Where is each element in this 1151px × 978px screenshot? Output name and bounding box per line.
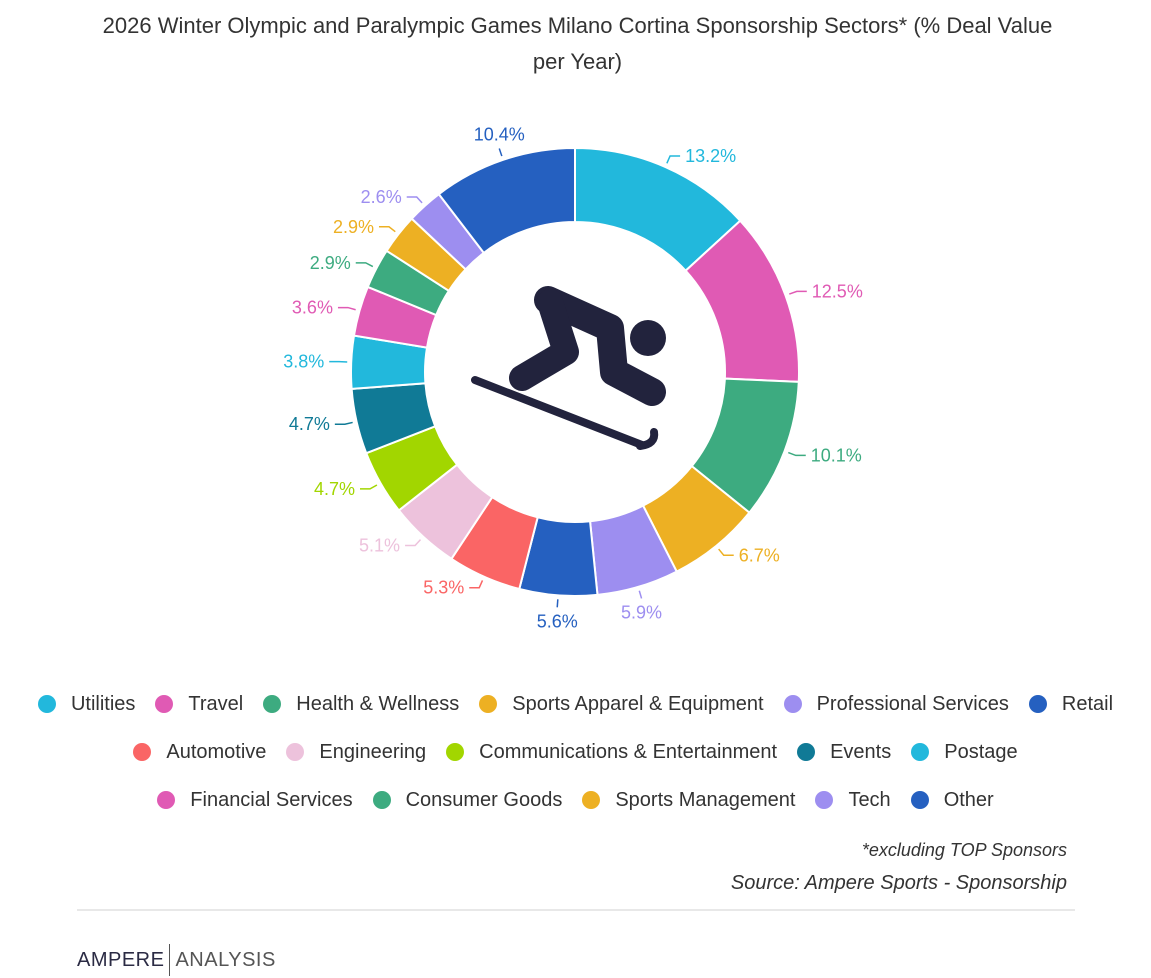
legend-label: Events [830, 740, 892, 763]
legend-item-consumer-goods[interactable]: Consumer Goods [372, 788, 563, 812]
leader-line-professional-services [638, 590, 643, 599]
legend-item-travel[interactable]: Travel [155, 693, 243, 716]
data-label-health-and-wellness: 10.1% [811, 445, 862, 465]
data-label-events: 4.7% [289, 414, 330, 434]
divider [77, 909, 1075, 911]
data-label-utilities: 13.2% [685, 146, 736, 166]
legend-label: Communications & Entertainment [479, 740, 778, 763]
leader-line-travel [789, 290, 807, 295]
chart-title: 2026 Winter Olympic and Paralympic Games… [60, 8, 1095, 80]
legend-label: Sports Apparel & Equipment [512, 692, 764, 715]
legend-label: Health & Wellness [296, 692, 460, 715]
legend-item-retail[interactable]: Retail [1028, 692, 1114, 716]
legend-marker-icon [911, 743, 930, 761]
legend-marker-icon [797, 743, 816, 761]
data-label-other: 10.4% [474, 124, 525, 144]
legend-marker-icon [157, 791, 176, 809]
skier-icon [471, 286, 666, 450]
leader-line-communications-and-entertainment [360, 484, 378, 490]
source-note: Source: Ampere Sports - Sponsorship [730, 872, 1067, 894]
legend-marker-icon [286, 743, 305, 761]
data-label-communications-and-entertainment: 4.7% [314, 479, 355, 499]
legend-label: Sports Management [615, 788, 796, 811]
data-label-sports-management: 2.9% [333, 217, 374, 237]
data-label-engineering: 5.1% [359, 536, 400, 556]
legend-item-sports-management[interactable]: Sports Management [582, 789, 795, 812]
donut-slice-other[interactable] [437, 146, 576, 255]
legend-row: Automotive Engineering Communications & En… [0, 728, 1151, 776]
legend-marker-icon [155, 695, 174, 713]
legend-label: Engineering [319, 740, 427, 763]
legend-label: Postage [944, 740, 1018, 763]
legend-item-sports-apparel-and-equipment[interactable]: Sports Apparel & Equipment [479, 692, 764, 716]
brand-logo: AMPERE ANALYSIS [77, 944, 276, 976]
legend-item-events[interactable]: Events [797, 741, 891, 764]
legend-label: Travel [188, 692, 244, 715]
legend-marker-icon [479, 695, 498, 713]
legend-marker-icon [37, 695, 56, 713]
legend-item-health-and-wellness[interactable]: Health & Wellness [263, 693, 459, 716]
leader-line-other [498, 148, 503, 157]
legend-label: Other [943, 788, 994, 811]
legend-marker-icon [263, 695, 282, 713]
data-label-consumer-goods: 2.9% [310, 253, 351, 273]
legend-label: Consumer Goods [405, 788, 563, 811]
legend-marker-icon [133, 743, 152, 761]
legend-row: Utilities Travel Health & Wellness Sports A… [0, 680, 1151, 728]
legend-marker-icon [815, 791, 834, 809]
data-label-automotive: 5.3% [423, 578, 464, 598]
legend-label: Tech [848, 788, 891, 811]
leader-line-consumer-goods [355, 262, 374, 268]
legend-item-automotive[interactable]: Automotive [133, 741, 266, 764]
data-label-retail: 5.6% [537, 611, 578, 631]
legend-item-financial-services[interactable]: Financial Services [157, 788, 353, 812]
legend-label: Financial Services [190, 788, 353, 811]
leader-line-events [334, 421, 353, 425]
data-label-postage: 3.8% [283, 352, 324, 372]
data-label-travel: 12.5% [812, 281, 863, 301]
leader-line-retail [556, 599, 559, 608]
chart-title-line-2: per Year) [532, 49, 623, 74]
legend-marker-icon [783, 695, 802, 713]
leader-line-engineering [405, 539, 422, 547]
legend-marker-icon [1028, 695, 1047, 713]
legend-item-professional-services[interactable]: Professional Services [783, 692, 1009, 716]
leader-line-utilities [666, 155, 681, 164]
legend-item-tech[interactable]: Tech [815, 788, 891, 812]
brand-name-primary: AMPERE [77, 948, 165, 971]
legend-item-postage[interactable]: Postage [911, 740, 1018, 764]
legend-marker-icon [582, 791, 601, 809]
legend-label: Retail [1061, 692, 1114, 715]
legend-label: Utilities [70, 692, 136, 715]
legend-item-engineering[interactable]: Engineering [286, 741, 426, 764]
leader-line-health-and-wellness [788, 451, 806, 457]
leader-line-tech [406, 196, 423, 204]
data-label-sports-apparel-and-equipment: 6.7% [739, 545, 780, 565]
leader-line-automotive [469, 580, 484, 589]
leader-line-financial-services [337, 306, 356, 311]
brand-name-secondary: ANALYSIS [175, 948, 276, 971]
donut-chart: 13.2% 12.5% 10.1% 6.7% 5.9% 5.6% 5.3% 5.1% 4.7% 4… [283, 124, 863, 631]
data-label-professional-services: 5.9% [621, 602, 662, 622]
legend-row: Financial Services Consumer Goods Sports M… [0, 776, 1151, 824]
brand-separator [169, 944, 171, 976]
legend-marker-icon [910, 791, 929, 809]
chart-title-line-1: 2026 Winter Olympic and Paralympic Games… [102, 13, 1053, 38]
legend-item-utilities[interactable]: Utilities [37, 692, 136, 716]
legend-marker-icon [446, 743, 465, 761]
data-label-financial-services: 3.6% [292, 298, 333, 318]
footnote: *excluding TOP Sponsors [861, 840, 1067, 860]
leader-line-sports-management [378, 226, 396, 233]
legend-label: Professional Services [816, 692, 1009, 715]
legend: Utilities Travel Health & Wellness Sports A… [0, 680, 1151, 824]
legend-marker-icon [372, 791, 391, 809]
legend-label: Automotive [166, 740, 267, 763]
data-label-tech: 2.6% [361, 187, 402, 207]
legend-item-communications-and-entertainment[interactable]: Communications & Entertainment [446, 741, 777, 764]
leader-line-sports-apparel-and-equipment [718, 548, 734, 557]
legend-item-other[interactable]: Other [910, 788, 994, 812]
